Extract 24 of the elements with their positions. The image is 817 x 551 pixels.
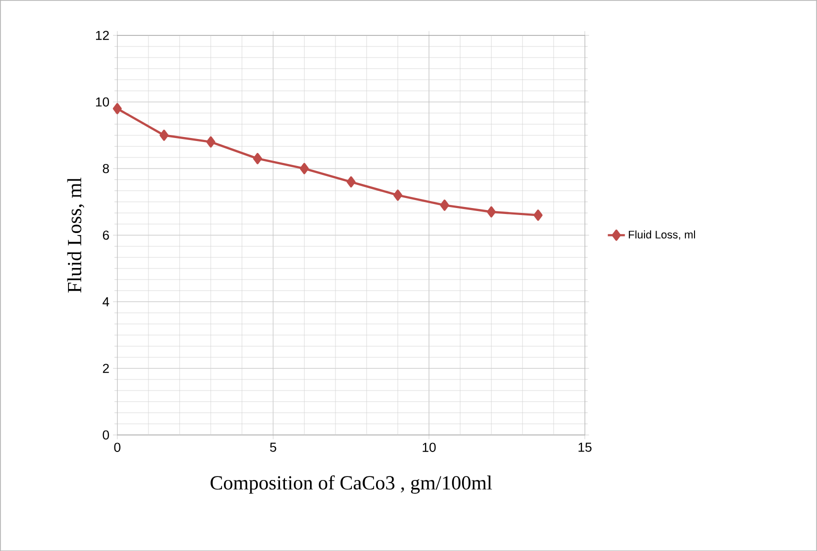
y-tick-label: 0 [102, 430, 109, 440]
y-tick-label: 2 [102, 364, 109, 373]
point [440, 199, 450, 211]
y-tick-label: 6 [102, 230, 109, 240]
point [534, 209, 543, 221]
point [393, 189, 402, 201]
y-tick-label: 10 [96, 97, 109, 106]
point [160, 130, 169, 141]
x-tick-label: 10 [422, 442, 436, 452]
point [346, 176, 356, 188]
y-tick-label: 4 [102, 297, 110, 306]
x-axis-title: Composition of CaCo3 , gm/100ml [210, 475, 492, 494]
y-tick-label: 8 [102, 164, 109, 174]
x-tick-label: 5 [270, 442, 276, 452]
point [206, 136, 216, 148]
point [112, 102, 122, 114]
y-axis-title: Fluid Loss, ml [67, 177, 84, 292]
x-tick-label: 15 [578, 442, 592, 452]
legend-label: Fluid Loss, ml [628, 230, 696, 240]
point [300, 162, 309, 174]
point [253, 152, 262, 164]
x-tick-label: 0 [114, 442, 120, 452]
point [486, 206, 496, 218]
y-tick-label: 12 [96, 30, 109, 40]
